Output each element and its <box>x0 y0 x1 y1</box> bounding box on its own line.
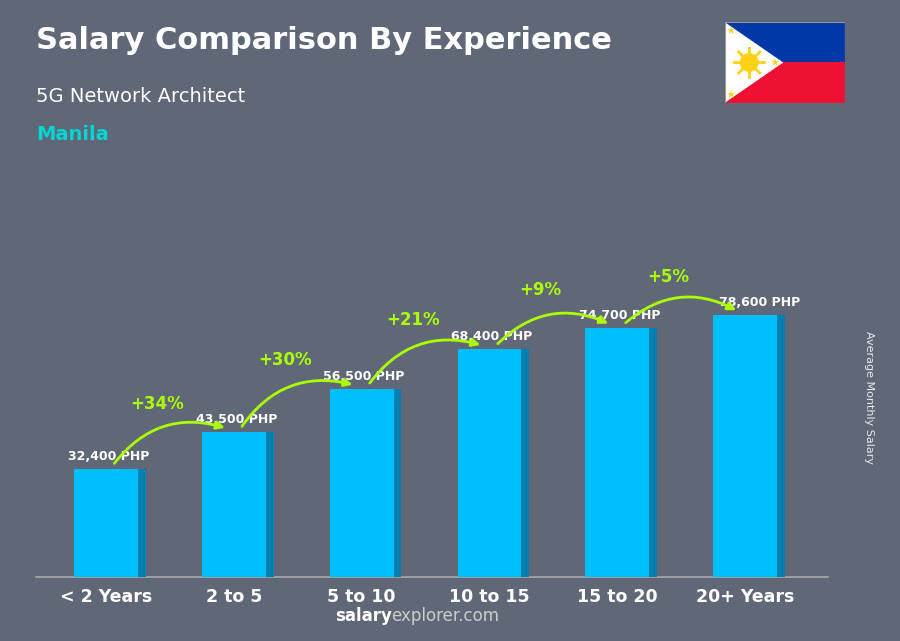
Text: +30%: +30% <box>258 351 312 369</box>
Polygon shape <box>521 349 529 577</box>
Text: +5%: +5% <box>647 268 689 286</box>
Text: +34%: +34% <box>130 395 184 413</box>
FancyBboxPatch shape <box>202 432 266 577</box>
Polygon shape <box>771 58 779 66</box>
Text: 32,400 PHP: 32,400 PHP <box>68 450 149 463</box>
FancyBboxPatch shape <box>457 349 521 577</box>
Text: 56,500 PHP: 56,500 PHP <box>323 370 405 383</box>
Text: 68,400 PHP: 68,400 PHP <box>451 330 533 343</box>
FancyBboxPatch shape <box>329 388 393 577</box>
Polygon shape <box>727 90 735 98</box>
Polygon shape <box>139 469 146 577</box>
Polygon shape <box>266 432 274 577</box>
Text: 43,500 PHP: 43,500 PHP <box>195 413 277 426</box>
FancyBboxPatch shape <box>713 315 777 577</box>
Polygon shape <box>727 26 735 34</box>
FancyBboxPatch shape <box>585 328 649 577</box>
Polygon shape <box>649 328 657 577</box>
FancyBboxPatch shape <box>75 469 139 577</box>
Polygon shape <box>393 388 401 577</box>
Text: 78,600 PHP: 78,600 PHP <box>719 296 801 309</box>
Polygon shape <box>725 22 845 63</box>
Text: Manila: Manila <box>36 125 109 144</box>
Text: explorer.com: explorer.com <box>392 607 500 625</box>
Text: +9%: +9% <box>519 281 562 299</box>
Circle shape <box>741 54 758 71</box>
Text: salary: salary <box>335 607 392 625</box>
Text: 74,700 PHP: 74,700 PHP <box>579 309 661 322</box>
Text: Average Monthly Salary: Average Monthly Salary <box>863 331 874 464</box>
Polygon shape <box>725 63 845 103</box>
Polygon shape <box>777 315 785 577</box>
Text: +21%: +21% <box>386 312 440 329</box>
Text: Salary Comparison By Experience: Salary Comparison By Experience <box>36 26 612 54</box>
Polygon shape <box>725 22 783 103</box>
Text: 5G Network Architect: 5G Network Architect <box>36 87 245 106</box>
